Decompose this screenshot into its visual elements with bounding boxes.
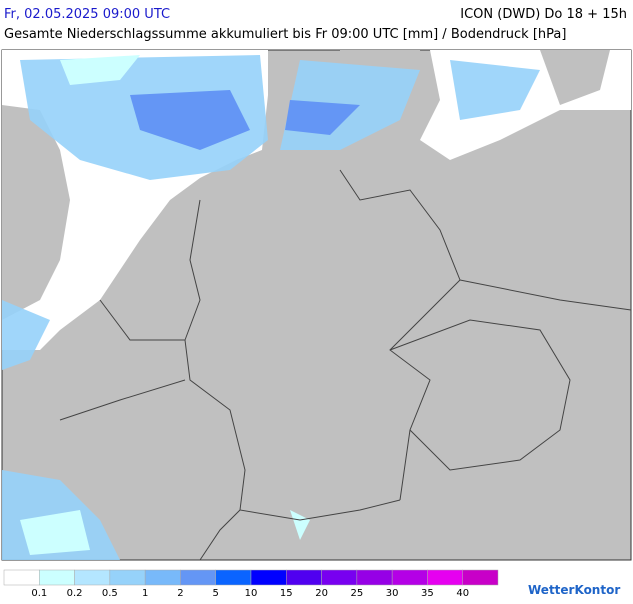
valid-time: Fr, 02.05.2025 09:00 UTC [4, 7, 170, 22]
legend-label: 40 [456, 588, 469, 599]
legend-swatch [74, 569, 111, 586]
legend-label: 15 [280, 588, 293, 599]
legend-swatch [356, 569, 393, 586]
legend-label: 35 [421, 588, 434, 599]
subtitle: Gesamte Niederschlagssumme akkumuliert b… [4, 27, 566, 42]
legend-label: 0.1 [31, 588, 47, 599]
sweden [540, 50, 610, 105]
precip-heavier [130, 90, 360, 150]
legend-label: 1 [142, 588, 148, 599]
legend-swatch [3, 569, 40, 586]
legend-label: 5 [213, 588, 219, 599]
model-run: ICON (DWD) Do 18 + 15h [460, 7, 627, 22]
britain [2, 105, 70, 320]
legend-swatch [286, 569, 322, 586]
legend-swatch [39, 569, 75, 586]
legend-label: 0.5 [102, 588, 118, 599]
precip-light [20, 55, 310, 555]
legend-label: 20 [315, 588, 328, 599]
legend-swatch [180, 569, 216, 586]
legend-swatch [109, 569, 146, 586]
legend-swatch [391, 569, 428, 586]
legend-label: 30 [386, 588, 399, 599]
legend-swatch [462, 569, 499, 586]
logo: WetterKontor [528, 583, 620, 597]
legend-swatch [144, 569, 181, 586]
legend-swatch [321, 569, 358, 586]
legend-label: 25 [350, 588, 363, 599]
legend-label: 0.2 [67, 588, 83, 599]
legend-label: 10 [245, 588, 258, 599]
legend-swatch [427, 569, 463, 586]
borders [59, 169, 632, 561]
legend-label: 2 [177, 588, 183, 599]
legend: 0.1 0.2 0.5 1 2 5 10 15 20 25 30 35 40 [3, 569, 499, 599]
legend-swatch [250, 569, 287, 586]
legend-swatch [215, 569, 252, 586]
map [1, 49, 632, 561]
